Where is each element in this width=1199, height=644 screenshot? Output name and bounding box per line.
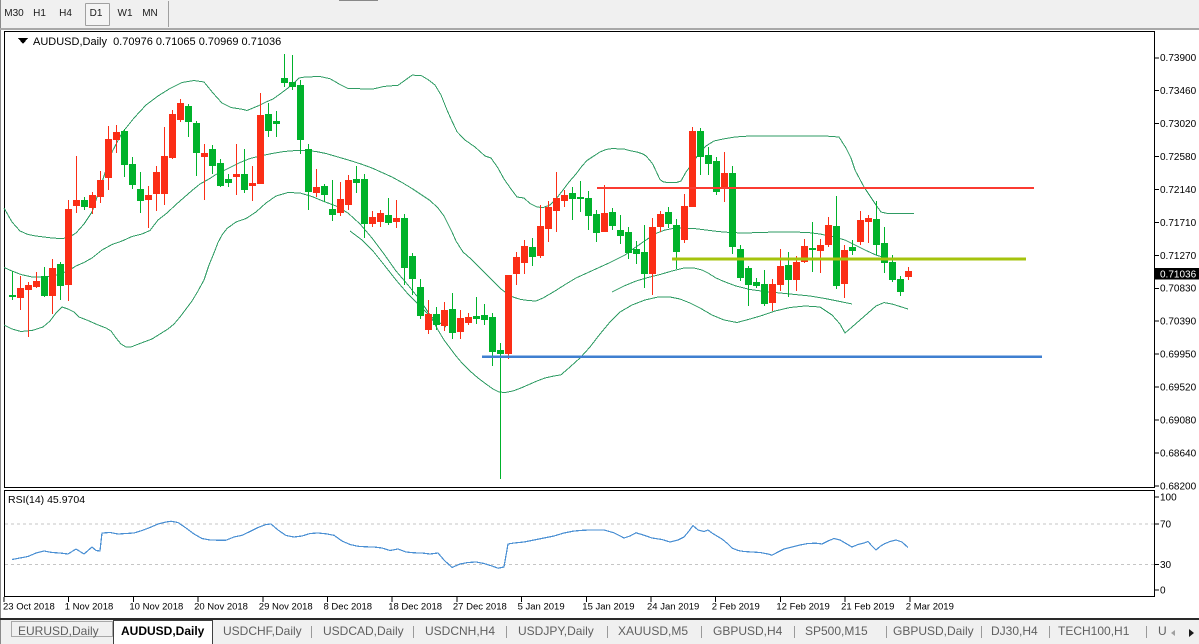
- svg-text:8 Dec 2018: 8 Dec 2018: [324, 602, 373, 613]
- svg-text:0.72580: 0.72580: [1160, 152, 1197, 163]
- svg-text:27 Dec 2018: 27 Dec 2018: [453, 602, 507, 613]
- svg-text:5 Jan 2019: 5 Jan 2019: [518, 602, 565, 613]
- svg-text:21 Feb 2019: 21 Feb 2019: [841, 602, 894, 613]
- svg-text:0.68640: 0.68640: [1160, 448, 1197, 459]
- svg-text:0.73460: 0.73460: [1160, 86, 1197, 97]
- svg-text:0.69080: 0.69080: [1160, 415, 1197, 426]
- svg-text:100: 100: [1160, 492, 1177, 503]
- svg-text:24 Jan 2019: 24 Jan 2019: [647, 602, 699, 613]
- svg-text:0.71270: 0.71270: [1160, 251, 1197, 262]
- svg-text:AUDUSD,Daily 0.70976 0.71065: AUDUSD,Daily 0.70976 0.71065 0.70969 0.7…: [33, 36, 281, 48]
- svg-text:0.69520: 0.69520: [1160, 383, 1197, 394]
- svg-text:0.70830: 0.70830: [1160, 284, 1197, 295]
- svg-text:12 Feb 2019: 12 Feb 2019: [776, 602, 829, 613]
- svg-text:2 Feb 2019: 2 Feb 2019: [712, 602, 760, 613]
- svg-text:0.69950: 0.69950: [1160, 350, 1197, 361]
- svg-text:0.70390: 0.70390: [1160, 317, 1197, 328]
- svg-text:RSI(14) 45.9704: RSI(14) 45.9704: [8, 494, 85, 506]
- svg-text:10 Nov 2018: 10 Nov 2018: [129, 602, 183, 613]
- svg-text:29 Nov 2018: 29 Nov 2018: [259, 602, 313, 613]
- svg-text:0.72140: 0.72140: [1160, 185, 1197, 196]
- svg-text:0.68200: 0.68200: [1160, 481, 1197, 492]
- svg-text:0.73020: 0.73020: [1160, 119, 1197, 130]
- svg-text:18 Dec 2018: 18 Dec 2018: [388, 602, 442, 613]
- svg-text:0.73900: 0.73900: [1160, 53, 1197, 64]
- svg-text:0.71710: 0.71710: [1160, 218, 1197, 229]
- svg-text:2 Mar 2019: 2 Mar 2019: [906, 602, 954, 613]
- svg-text:1 Nov 2018: 1 Nov 2018: [65, 602, 114, 613]
- svg-text:23 Oct 2018: 23 Oct 2018: [3, 602, 55, 613]
- svg-text:20 Nov 2018: 20 Nov 2018: [194, 602, 248, 613]
- svg-text:70: 70: [1160, 520, 1172, 531]
- svg-text:30: 30: [1160, 560, 1172, 571]
- svg-text:0.71036: 0.71036: [1160, 269, 1197, 280]
- svg-text:15 Jan 2019: 15 Jan 2019: [582, 602, 634, 613]
- svg-text:0: 0: [1160, 585, 1166, 596]
